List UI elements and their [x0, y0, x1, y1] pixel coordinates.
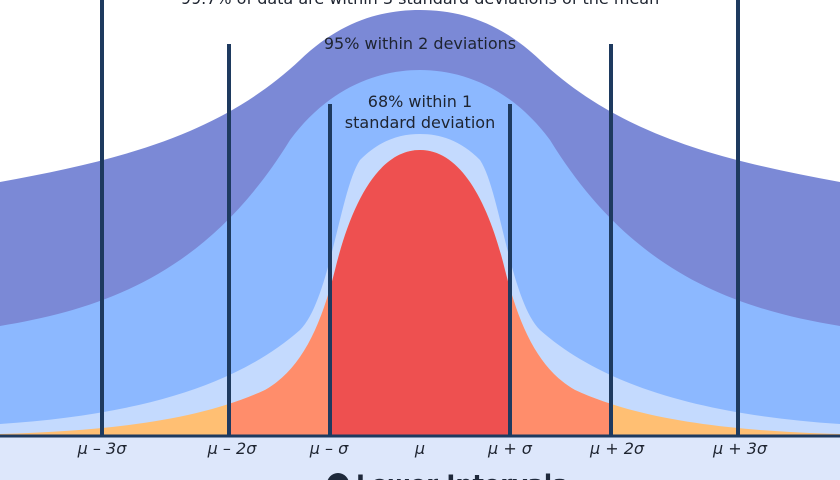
tick-mu-plus-2sigma: μ + 2σ — [589, 439, 645, 458]
label-3sd: 99.7% of data are within 3 standard devi… — [170, 0, 670, 9]
label-1sd-line1: 68% within 1 — [367, 92, 473, 111]
label-1sd-line2: standard deviation — [344, 113, 496, 132]
footer-text: Lower Intervals — [356, 470, 566, 480]
label-2sd: 95% within 2 deviations — [323, 34, 517, 53]
tick-mu-plus-3sigma: μ + 3σ — [712, 439, 768, 458]
sigma-lines — [100, 0, 740, 436]
tick-mu-minus-3sigma: μ – 3σ — [77, 439, 127, 458]
axis-band — [0, 436, 840, 480]
tick-mu: μ — [414, 439, 426, 458]
tick-mu-minus-2sigma: μ – 2σ — [207, 439, 257, 458]
footer-icon — [327, 473, 349, 480]
tick-mu-minus-sigma: μ – σ — [309, 439, 349, 458]
tick-mu-plus-sigma: μ + σ — [488, 439, 532, 458]
